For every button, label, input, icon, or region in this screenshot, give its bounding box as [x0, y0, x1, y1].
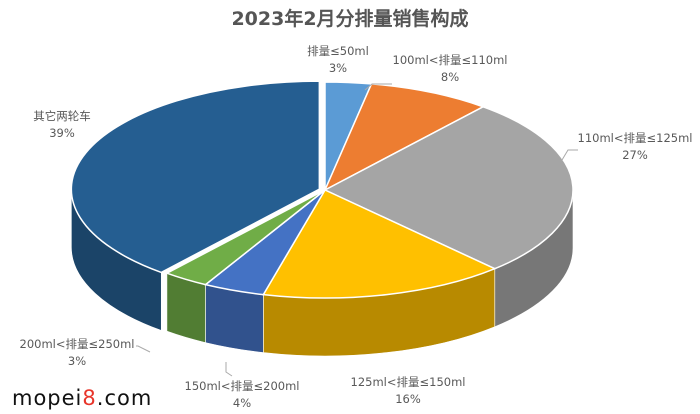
- data-label-2: 110ml<排量≤125ml 27%: [577, 131, 693, 162]
- slice-2: [323, 105, 574, 270]
- data-label-1: 100ml<排量≤110ml 8%: [392, 53, 508, 84]
- leader-line-3: [225, 362, 233, 377]
- data-label-4: 150ml<排量≤200ml 4%: [184, 379, 300, 410]
- slice-5: [165, 189, 326, 286]
- data-label-6: 其它两轮车 39%: [33, 109, 91, 140]
- slice-3: [262, 189, 497, 299]
- data-label-3: 125ml<排量≤150ml 16%: [350, 375, 466, 406]
- chart-title: 2023年2月分排量销售构成: [231, 8, 469, 30]
- slice-side-4: [205, 284, 264, 353]
- slice-6: [70, 80, 321, 274]
- leader-line-0: [364, 83, 392, 91]
- data-label-5: 200ml<排量≤250ml 3%: [19, 337, 135, 368]
- leader-line-1: [561, 149, 578, 161]
- leader-line-2: [136, 345, 151, 353]
- watermark: mopei8.com: [12, 386, 153, 410]
- data-label-0: 排量≤50ml 3%: [307, 44, 369, 75]
